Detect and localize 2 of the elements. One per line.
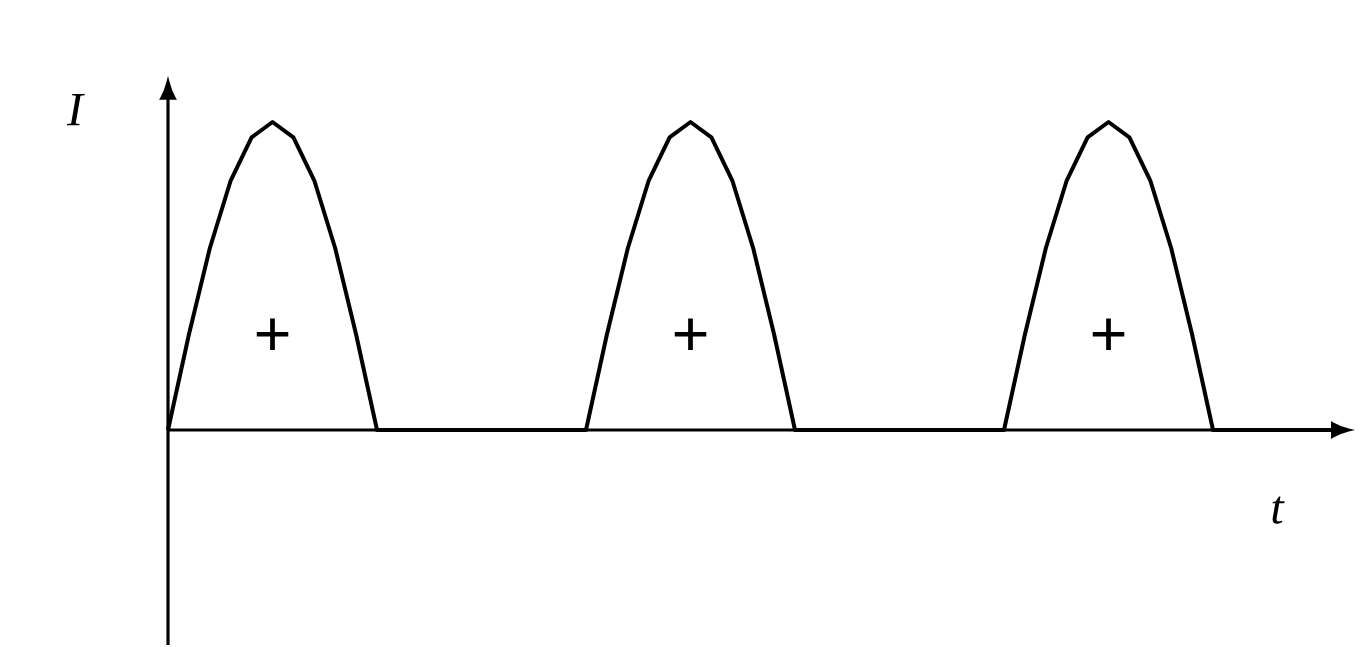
x-axis-title: t [1272,496,1285,524]
y-axis-title: I [66,94,85,126]
